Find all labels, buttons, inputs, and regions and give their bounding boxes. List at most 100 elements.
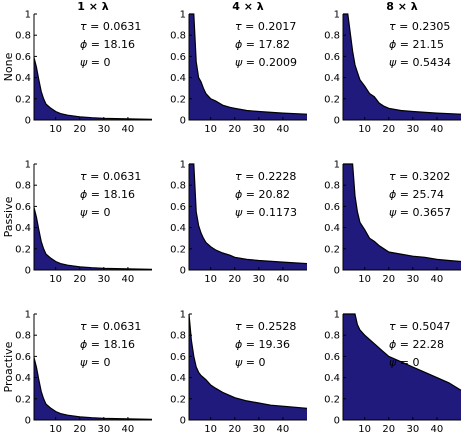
annotation-psi: ψ = 0	[80, 56, 110, 69]
panel-proactive-3: 0 0.2 0.4 0.6 0.8 1 10 20 30 40 τ = 0.5047 ϕ = 22.2…	[324, 310, 462, 435]
column-titles: 1 × λ 4 × λ 8 × λ	[77, 0, 418, 13]
x-tick-label: 40	[431, 424, 444, 435]
x-tick-label: 10	[49, 274, 62, 285]
x-tick-label: 20	[228, 124, 241, 135]
series-line	[189, 163, 308, 265]
y-tick-label: 1	[334, 160, 340, 171]
y-tick-label: 0.6	[170, 202, 186, 213]
y-tick-label: 0	[334, 416, 340, 427]
y-tick-label: 0.4	[15, 373, 31, 384]
y-tick-label: 0.8	[324, 31, 340, 42]
annotation-tau: τ = 0.2528	[235, 320, 296, 333]
x-tick-label: 30	[252, 274, 265, 285]
annotation-psi: ψ = 0	[80, 356, 110, 369]
y-tick-label: 1	[180, 160, 186, 171]
annotation-tau: τ = 0.2228	[235, 170, 296, 183]
annotation-phi: ϕ = 20.82	[235, 188, 290, 201]
x-tick-label: 40	[277, 424, 290, 435]
x-tick-label: 30	[97, 274, 110, 285]
area-fill	[343, 314, 461, 420]
x-tick-label: 10	[358, 424, 371, 435]
x-tick-label: 10	[358, 124, 371, 135]
y-tick-label: 0.8	[170, 31, 186, 42]
y-tick-label: 0.8	[15, 331, 31, 342]
y-tick-label: 0.8	[15, 31, 31, 42]
annotation-phi: ϕ = 25.74	[389, 188, 444, 201]
y-tick-label: 0.2	[15, 94, 31, 105]
series-line	[33, 357, 153, 420]
y-tick-label: 1	[334, 10, 340, 21]
area-fill	[189, 314, 307, 420]
annotation-phi: ϕ = 22.28	[389, 338, 444, 351]
x-tick-label: 20	[228, 274, 241, 285]
y-tick-label: 0	[180, 266, 186, 277]
annotation-psi: ψ = 0	[389, 356, 419, 369]
annotation-psi: ψ = 0.5434	[389, 56, 451, 69]
y-tick-label: 0.6	[15, 52, 31, 63]
y-tick-label: 0	[25, 266, 31, 277]
annotation-tau: τ = 0.2305	[389, 20, 450, 33]
row-label: Passive	[2, 196, 15, 237]
series-line	[188, 313, 308, 409]
x-tick-label: 30	[406, 274, 419, 285]
panel-none-3: 0 0.2 0.4 0.6 0.8 1 10 20 30 40 τ = 0.2305 ϕ = 21.1…	[324, 10, 462, 135]
y-tick-label: 0.6	[170, 52, 186, 63]
y-tick-label: 1	[25, 310, 31, 321]
y-tick-label: 0.2	[324, 94, 340, 105]
area-fill	[34, 207, 152, 270]
panel-none-1: 0 0.2 0.4 0.6 0.8 1 10 20 30 40 τ = 0.0631 ϕ = 18.1…	[15, 10, 153, 135]
panel-none-2: 0 0.2 0.4 0.6 0.8 1 10 20 30 40 τ = 0.2017 ϕ = 17.8…	[170, 10, 308, 135]
y-tick-label: 0.8	[170, 181, 186, 192]
annotation-tau: τ = 0.0631	[80, 170, 141, 183]
annotation-psi: ψ = 0.1173	[235, 206, 297, 219]
y-tick-label: 0.8	[15, 181, 31, 192]
x-tick-label: 20	[382, 124, 395, 135]
x-tick-label: 30	[252, 124, 265, 135]
annotation-psi: ψ = 0	[235, 356, 265, 369]
y-tick-label: 0.4	[170, 373, 186, 384]
area-fill	[34, 57, 152, 120]
column-title: 4 × λ	[232, 0, 264, 13]
x-tick-label: 10	[49, 124, 62, 135]
annotation-phi: ϕ = 18.16	[80, 38, 135, 51]
area-fill	[343, 14, 461, 120]
x-tick-label: 10	[204, 274, 217, 285]
y-tick-label: 0.6	[15, 202, 31, 213]
row-label: Proactive	[2, 341, 15, 392]
series-line	[343, 313, 462, 391]
series-line	[343, 13, 462, 115]
y-tick-label: 0.4	[15, 223, 31, 234]
x-tick-label: 10	[358, 274, 371, 285]
y-tick-label: 0.2	[170, 244, 186, 255]
y-tick-label: 0.4	[324, 373, 340, 384]
y-tick-label: 1	[25, 160, 31, 171]
row-labels: None Passive Proactive	[2, 52, 15, 392]
annotation-phi: ϕ = 19.36	[235, 338, 290, 351]
area-fill	[189, 14, 307, 120]
y-tick-label: 0.6	[324, 352, 340, 363]
x-tick-label: 30	[252, 424, 265, 435]
y-tick-label: 0	[180, 116, 186, 127]
y-tick-label: 1	[180, 310, 186, 321]
x-tick-label: 30	[97, 424, 110, 435]
y-tick-label: 0.6	[170, 352, 186, 363]
annotation-phi: ϕ = 18.16	[80, 338, 135, 351]
annotation-phi: ϕ = 17.82	[235, 38, 290, 51]
y-tick-label: 0.8	[170, 331, 186, 342]
x-tick-label: 30	[97, 124, 110, 135]
x-tick-label: 20	[228, 424, 241, 435]
x-tick-label: 10	[204, 124, 217, 135]
x-tick-label: 30	[406, 424, 419, 435]
annotation-tau: τ = 0.5047	[389, 320, 450, 333]
x-tick-label: 40	[122, 124, 135, 135]
y-tick-label: 0.4	[15, 73, 31, 84]
series-line	[189, 13, 308, 115]
y-tick-label: 0.2	[170, 94, 186, 105]
x-tick-label: 40	[122, 424, 135, 435]
y-tick-label: 0.2	[15, 394, 31, 405]
x-tick-label: 40	[277, 124, 290, 135]
column-title: 1 × λ	[77, 0, 109, 13]
series-line	[33, 57, 153, 120]
area-fill	[343, 164, 461, 270]
